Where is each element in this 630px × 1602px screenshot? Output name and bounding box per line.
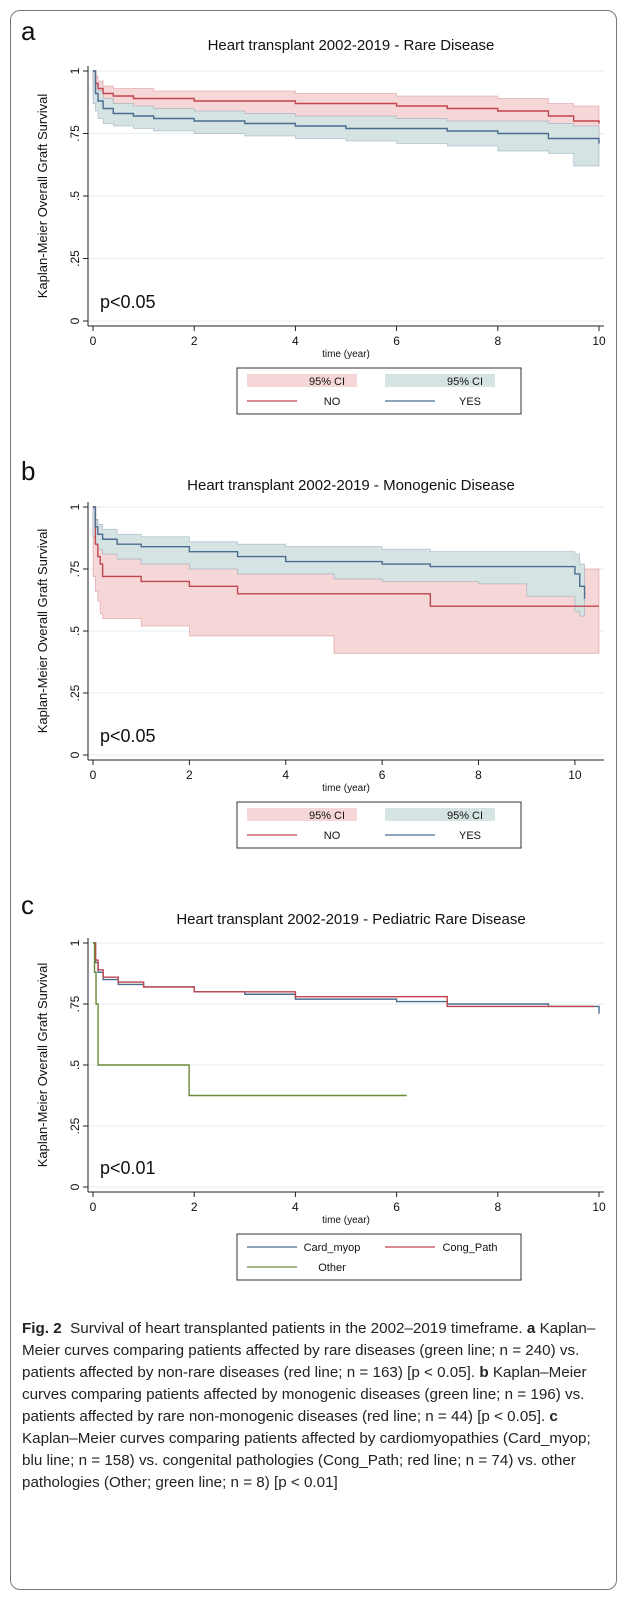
legend-box: [236, 1233, 522, 1281]
caption-fig-label: Fig. 2: [22, 1320, 62, 1337]
y-tick-label: 0: [68, 317, 82, 324]
legend-swatch-ci-ext: [297, 808, 357, 821]
y-tick-label: .5: [68, 191, 82, 201]
legend-swatch-ci: [385, 374, 435, 387]
y-tick-label: 1: [68, 67, 82, 74]
panel-b: b Heart transplant 2002-2019 - Monogenic …: [11, 454, 617, 872]
x-tick-label: 4: [292, 334, 299, 348]
caption-c-text: Kaplan–Meier curves comparing patients a…: [22, 1430, 591, 1491]
x-tick-label: 6: [393, 334, 400, 348]
x-tick-label: 2: [186, 768, 193, 782]
p-value-annotation: p<0.05: [100, 292, 156, 312]
caption-intro: Survival of heart transplanted patients …: [70, 1320, 523, 1337]
km-chart-b: b Heart transplant 2002-2019 - Monogenic …: [21, 456, 604, 849]
km-chart-a: a Heart transplant 2002-2019 - Rare Disea…: [21, 16, 606, 415]
legend-swatch-ci-ext: [435, 374, 495, 387]
y-tick-label: .75: [68, 995, 82, 1012]
legend-label: 95% CI: [309, 376, 345, 388]
x-tick-label: 4: [292, 1200, 299, 1214]
y-tick-label: .75: [68, 125, 82, 142]
survival-line-yes: [93, 70, 600, 144]
y-tick-label: 1: [68, 503, 82, 510]
x-axis-label: time (year): [322, 1215, 370, 1226]
legend-swatch-ci: [247, 374, 297, 387]
ci-band-yes: [92, 70, 600, 167]
legend-label: 95% CI: [447, 810, 483, 822]
panel-letter: c: [21, 890, 34, 920]
panel-letter: b: [21, 456, 35, 486]
x-tick-label: 10: [592, 1200, 606, 1214]
y-tick-label: .25: [68, 684, 82, 701]
x-tick-label: 0: [90, 334, 97, 348]
caption-b-text: Kaplan–Meier curves comparing patients a…: [22, 1364, 587, 1425]
x-tick-label: 2: [191, 1200, 198, 1214]
x-axis-label: time (year): [322, 349, 370, 360]
figure-caption: Fig. 2 Survival of heart transplanted pa…: [22, 1318, 612, 1494]
x-tick-label: 10: [592, 334, 606, 348]
legend-label: Other: [318, 1262, 346, 1274]
x-tick-label: 6: [379, 768, 386, 782]
legend-swatch-ci: [385, 808, 435, 821]
x-tick-label: 0: [90, 1200, 97, 1214]
survival-line-no: [93, 506, 599, 607]
panel-a: a Heart transplant 2002-2019 - Rare Disea…: [11, 14, 617, 432]
x-tick-label: 8: [494, 334, 501, 348]
legend-swatch-ci-ext: [435, 808, 495, 821]
caption-b-letter: b: [479, 1364, 489, 1381]
km-chart-c: c Heart transplant 2002-2019 - Pediatric …: [21, 890, 606, 1281]
p-value-annotation: p<0.05: [100, 726, 156, 746]
y-tick-label: .25: [68, 250, 82, 267]
x-tick-label: 6: [393, 1200, 400, 1214]
survival-line-no: [93, 70, 600, 124]
y-tick-label: .75: [68, 560, 82, 577]
x-tick-label: 8: [494, 1200, 501, 1214]
x-tick-label: 10: [568, 768, 582, 782]
y-tick-label: 0: [68, 751, 82, 758]
legend-label: YES: [459, 396, 481, 408]
x-tick-label: 8: [475, 768, 482, 782]
y-axis-label: Kaplan-Meier Overall Graft Survival: [35, 94, 50, 299]
y-axis-label: Kaplan-Meier Overall Graft Survival: [35, 963, 50, 1168]
y-tick-label: .5: [68, 626, 82, 636]
x-tick-label: 0: [90, 768, 97, 782]
y-tick-label: 0: [68, 1183, 82, 1190]
caption-a-text: Kaplan–Meier curves comparing patients a…: [22, 1320, 596, 1381]
x-axis-label: time (year): [322, 783, 370, 794]
x-tick-label: 4: [282, 768, 289, 782]
legend-label: NO: [324, 396, 341, 408]
y-tick-label: .5: [68, 1060, 82, 1070]
caption-a-letter: a: [526, 1320, 536, 1337]
panel-c: c Heart transplant 2002-2019 - Pediatric …: [11, 888, 617, 1306]
survival-line-yes: [93, 506, 586, 599]
caption-c-letter: c: [549, 1408, 558, 1425]
legend-label: 95% CI: [309, 810, 345, 822]
p-value-annotation: p<0.01: [100, 1158, 156, 1178]
legend-label: Card_myop: [304, 1242, 361, 1254]
survival-line-other: [93, 942, 407, 1097]
legend-label: Cong_Path: [442, 1242, 497, 1254]
chart-title: Heart transplant 2002-2019 - Rare Diseas…: [208, 37, 495, 54]
x-tick-label: 2: [191, 334, 198, 348]
figure-frame: [10, 10, 617, 1590]
survival-line-card_myop: [93, 942, 600, 1014]
y-tick-label: 1: [68, 939, 82, 946]
survival-line-cong_path: [93, 942, 594, 1008]
chart-title: Heart transplant 2002-2019 - Pediatric R…: [176, 911, 525, 928]
panel-letter: a: [21, 16, 36, 46]
y-axis-label: Kaplan-Meier Overall Graft Survival: [35, 529, 50, 734]
chart-title: Heart transplant 2002-2019 - Monogenic D…: [187, 477, 515, 494]
legend-swatch-ci: [247, 808, 297, 821]
legend-label: NO: [324, 830, 341, 842]
legend-label: 95% CI: [447, 376, 483, 388]
y-tick-label: .25: [68, 1117, 82, 1134]
legend-swatch-ci-ext: [297, 374, 357, 387]
legend-label: YES: [459, 830, 481, 842]
